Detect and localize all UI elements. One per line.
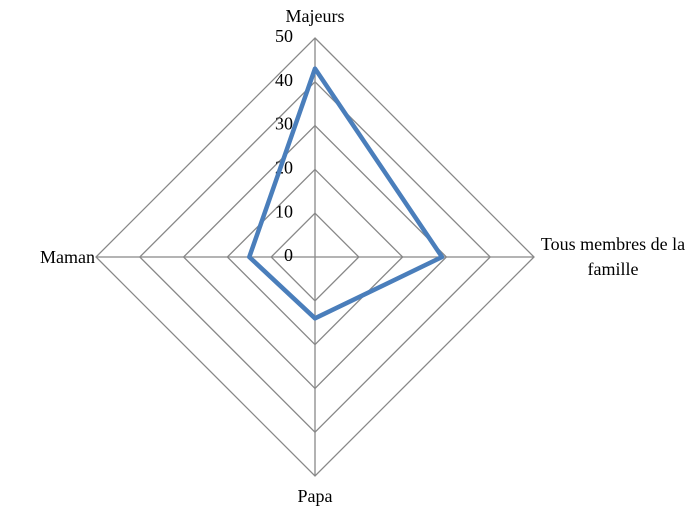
category-label: Papa [297,486,333,506]
r-tick-label: 50 [275,26,293,46]
category-label: Maman [40,247,95,267]
series-line [247,66,445,321]
category-label: Majeurs [285,6,345,26]
r-tick-label: 10 [275,201,293,221]
r-tick-label: 40 [275,70,293,90]
r-tick-label: 0 [284,245,293,265]
category-label: Tous membres de la famille [540,234,686,279]
r-tick-label: 30 [275,114,293,134]
